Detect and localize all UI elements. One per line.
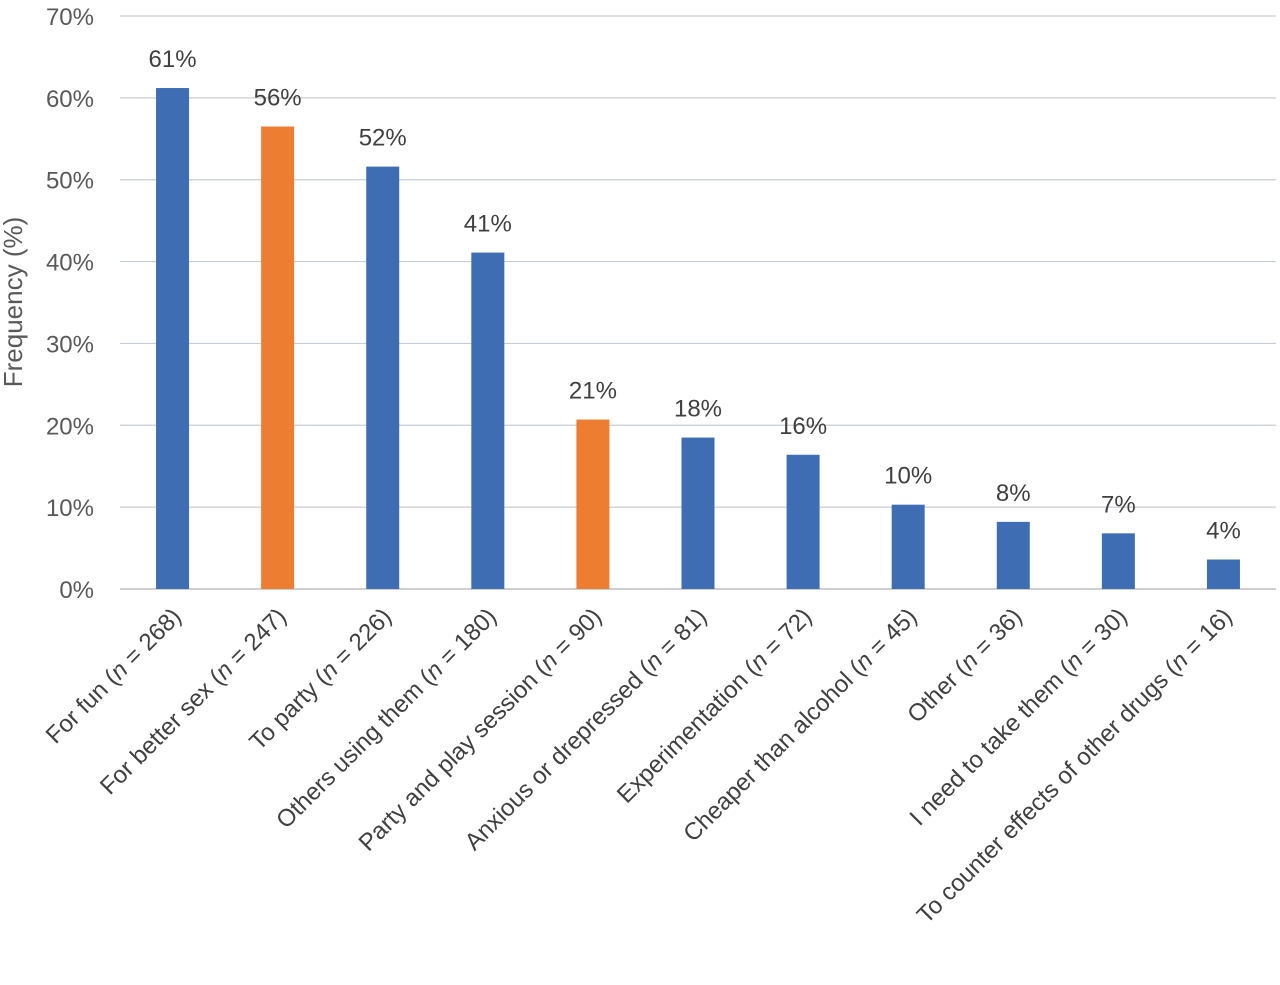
y-tick-label: 10%	[46, 495, 94, 522]
data-label: 21%	[569, 378, 617, 405]
data-label: 52%	[359, 125, 407, 152]
bar	[1101, 533, 1135, 589]
bar	[1206, 559, 1240, 589]
x-tick-label: Cheaper than alcohol (n = 45)	[678, 603, 922, 847]
y-tick-label: 70%	[46, 4, 94, 31]
bar	[681, 437, 715, 589]
y-tick-label: 20%	[46, 413, 94, 440]
y-tick-label: 30%	[46, 331, 94, 358]
data-labels: 61% 56% 52% 41% 21% 18% 16% 10% 8% 7% 4%	[149, 46, 1241, 544]
bar	[786, 454, 820, 589]
data-label: 7%	[1101, 491, 1136, 518]
bar	[996, 521, 1030, 589]
data-label: 8%	[996, 480, 1031, 507]
x-tick-label: For better sex (n = 247)	[95, 603, 292, 800]
bar	[156, 88, 190, 589]
bar	[576, 419, 610, 589]
y-tick-label: 40%	[46, 250, 94, 277]
bar	[366, 166, 400, 590]
bar	[891, 504, 925, 589]
data-label: 18%	[674, 396, 722, 423]
data-label: 10%	[884, 463, 932, 490]
bar	[471, 252, 505, 589]
y-tick-label: 0%	[59, 577, 94, 604]
data-label: 56%	[254, 85, 302, 112]
data-label: 16%	[779, 413, 827, 440]
x-axis-ticks: For fun (n = 268)For better sex (n = 247…	[41, 603, 1238, 929]
gridlines	[120, 15, 1276, 590]
data-label: 41%	[464, 211, 512, 238]
y-axis-ticks: 0% 10% 20% 30% 40% 50% 60% 70%	[46, 4, 94, 604]
x-tick-label: Others using them (n = 180)	[271, 603, 502, 834]
y-tick-label: 50%	[46, 168, 94, 195]
x-tick-label: I need to take them (n = 30)	[905, 603, 1133, 831]
bar	[261, 126, 295, 589]
bars	[156, 88, 1240, 590]
data-label: 4%	[1206, 518, 1241, 545]
y-axis-label: Frequency (%)	[0, 217, 28, 388]
y-tick-label: 60%	[46, 86, 94, 113]
x-tick-label: Experimentation (n = 72)	[612, 603, 817, 808]
data-label: 61%	[149, 46, 197, 73]
